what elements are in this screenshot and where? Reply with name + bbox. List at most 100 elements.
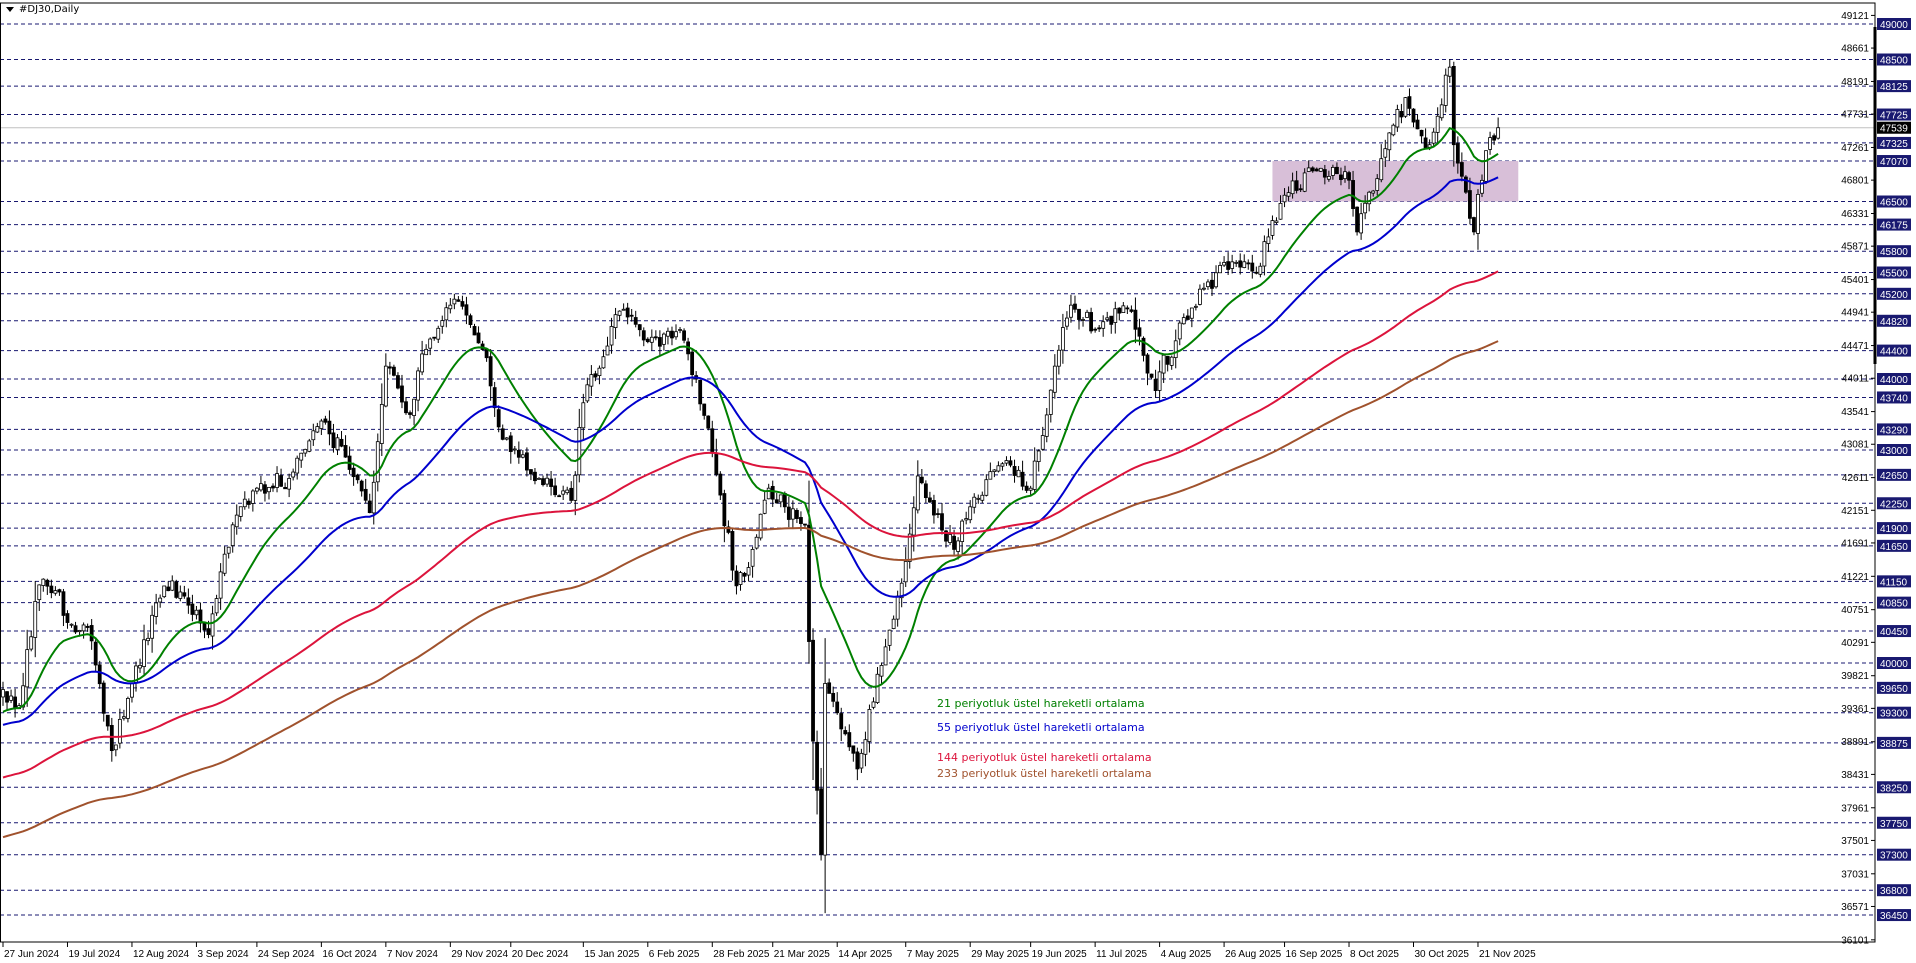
candle [609,326,614,346]
candle [936,513,940,515]
candle [154,602,159,617]
y-tick-label: 36101 [1841,935,1869,946]
candle [621,308,626,311]
candle [259,483,263,491]
candle [1468,190,1472,219]
candle [1387,132,1392,151]
candle [1036,450,1041,462]
candle [1145,354,1150,374]
candle [823,683,828,856]
y-tick-label: 43081 [1841,440,1869,451]
candle [1403,97,1408,117]
legend-ema233: 233 periyotluk üstel hareketli ortalama [937,767,1152,780]
candle [1496,127,1501,139]
level-price-label: 40450 [1880,627,1908,638]
level-price-label: 44820 [1880,317,1908,328]
candle [714,452,719,475]
level-price-label: 45800 [1880,247,1908,258]
moving-averages [2,126,1499,839]
level-price-label: 44400 [1880,347,1908,358]
chart-title[interactable]: #DJ30,Daily [6,4,79,15]
candle [613,314,618,328]
x-tick-label: 30 Oct 2025 [1415,949,1470,960]
level-price-box [1877,657,1911,669]
candle [1097,327,1102,330]
y-tick-label: 40291 [1841,638,1869,649]
candle [1,689,5,698]
candle [915,475,920,511]
candle [190,603,195,615]
candle [1073,303,1077,310]
candle [1193,305,1198,308]
candle [1012,466,1017,476]
y-tick-label: 44011 [1842,374,1870,385]
candle [948,534,952,543]
candle [549,478,553,487]
candle [589,374,594,387]
legend-ema144: 144 periyotluk üstel hareketli ortalama [937,751,1152,764]
candle [1202,287,1206,290]
candle [484,348,489,359]
candle [93,641,98,666]
candle [113,744,118,751]
candle [1419,129,1424,137]
candle [109,725,114,752]
candle [1310,167,1315,172]
candle [206,628,211,635]
x-tick-label: 26 Aug 2025 [1225,949,1282,960]
candle [674,331,678,338]
candle [1439,104,1444,119]
candle [1455,143,1460,164]
dropdown-triangle-icon[interactable] [6,6,14,12]
candle [242,498,247,508]
level-price-box [1877,53,1911,66]
x-tick-label: 20 Dec 2024 [512,949,569,960]
candle [1230,261,1235,269]
candle [706,415,711,429]
candle [815,741,819,791]
candle [1069,304,1073,318]
candle [1137,327,1142,337]
candle [162,585,167,598]
level-price-label: 47070 [1880,157,1908,168]
candle [1081,319,1085,321]
level-price-label: 41900 [1880,524,1908,535]
candle [275,473,279,488]
candle [1411,108,1416,123]
level-price-box [1877,468,1911,481]
candle [762,499,767,514]
candle [887,629,892,646]
candle [444,307,449,321]
candle [1347,172,1351,181]
candle [585,384,590,402]
candle [295,457,300,474]
candle [5,691,9,703]
candle [629,314,634,317]
candle [1105,317,1110,321]
level-price-label: 45200 [1880,290,1908,301]
level-price-box [1877,625,1911,638]
candle [359,480,364,492]
ema233-line [2,340,1499,839]
candle [520,454,525,458]
candle [1185,315,1190,320]
candle [1302,172,1307,192]
candle [105,714,110,727]
x-tick-label: 8 Oct 2025 [1350,949,1399,960]
candle [254,487,259,492]
y-tick-label: 43541 [1841,407,1869,418]
candle [1484,150,1488,182]
candle [279,475,283,487]
candle [1000,463,1005,467]
level-price-box [1877,681,1911,694]
x-tick-label: 21 Mar 2025 [774,949,831,960]
candle [903,561,908,583]
candle [371,481,376,514]
candle [85,625,90,628]
candle [1294,180,1299,191]
candle [291,471,296,478]
level-price-label: 37300 [1880,851,1908,862]
candle [436,327,441,340]
candle [230,524,235,546]
